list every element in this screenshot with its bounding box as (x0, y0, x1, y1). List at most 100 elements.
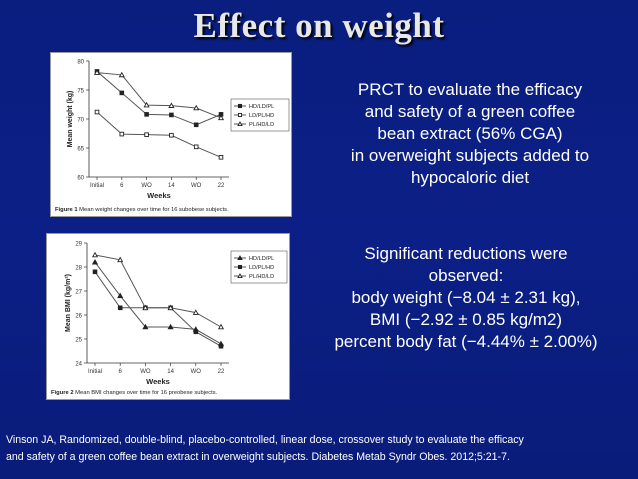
summary-line: bean extract (56% CGA) (377, 124, 563, 143)
x-tick-label: 22 (218, 369, 225, 375)
caption-text: Mean weight changes over time for 16 sub… (79, 207, 229, 213)
data-point (119, 131, 125, 137)
y-tick-label: 65 (77, 147, 84, 153)
citation: Vinson JA, Randomized, double-blind, pla… (6, 432, 632, 466)
series-line (94, 261, 222, 345)
data-point (167, 323, 174, 330)
figure-caption: Figure 2 Mean BMI changes over time for … (51, 390, 218, 396)
data-point (119, 90, 125, 96)
data-point (237, 112, 243, 118)
legend-label: LD/PL/HD (249, 113, 274, 119)
data-point (118, 71, 125, 78)
data-point (142, 304, 149, 311)
series-line (94, 271, 222, 347)
data-point (91, 258, 99, 265)
legend-label: HD/LD/PL (249, 256, 274, 262)
figure-caption: Figure 1 Mean weight changes over time f… (55, 207, 229, 213)
figure-1-panel: 60 65 70 75 80 Initial 6 WO 14 WO 22 Weeks Mean weig… (50, 52, 292, 217)
x-axis-label: Weeks (146, 377, 170, 386)
data-point (193, 329, 199, 335)
y-tick-label: 24 (75, 362, 82, 368)
summary-line: hypocaloric diet (410, 168, 530, 187)
study-summary: PRCT to evaluate the efficacy and safety… (305, 79, 635, 189)
x-tick-label: Initial (88, 369, 102, 375)
data-point (237, 264, 243, 270)
x-tick-label: WO (191, 183, 202, 189)
weight-line-chart: 60 65 70 75 80 Initial 6 WO 14 WO 22 Weeks Mean weig… (55, 60, 290, 213)
data-point (167, 304, 174, 311)
caption-label: Figure 2 (51, 390, 75, 396)
x-tick-label: Initial (90, 183, 104, 189)
bmi-line-chart: 24 25 26 27 28 29 Initial 6 WO 14 WO 22 Weeks Mean BM… (51, 242, 288, 396)
y-tick-label: 75 (77, 89, 84, 95)
y-axis-label: Mean weight (kg) (67, 91, 74, 148)
data-point (144, 112, 149, 117)
x-tick-label: 14 (168, 183, 175, 189)
y-axis-label: Mean BMI (kg/m²) (65, 274, 72, 332)
data-point (218, 154, 224, 160)
series-line (96, 72, 222, 119)
data-point (237, 121, 243, 127)
y-tick-label: 25 (75, 338, 82, 344)
caption-label: Figure 1 (55, 207, 79, 213)
data-point (168, 102, 175, 108)
data-point (217, 323, 225, 330)
y-tick-label: 26 (75, 314, 82, 320)
data-point (117, 292, 124, 299)
data-point (192, 309, 199, 315)
legend-label: PL/HD/LD (249, 274, 274, 280)
x-tick-label: WO (191, 369, 202, 375)
x-tick-label: 6 (120, 183, 124, 189)
data-point (237, 255, 243, 261)
x-tick-label: 14 (167, 369, 174, 375)
data-point (143, 101, 150, 108)
data-point (142, 323, 149, 330)
data-point (117, 256, 124, 263)
results-line: percent body fat (−4.44% ± 2.00%) (334, 332, 598, 351)
y-tick-label: 29 (75, 242, 82, 248)
data-point (193, 122, 199, 128)
caption-text: Mean BMI changes over time for 16 preobe… (75, 390, 217, 396)
x-tick-label: 22 (218, 183, 225, 189)
data-point (117, 305, 123, 311)
data-point (193, 144, 199, 150)
results-line: body weight (−8.04 ± 2.31 kg), (351, 288, 581, 307)
data-point (92, 269, 98, 275)
data-point (144, 132, 149, 137)
slide-title: Effect on weight (193, 6, 445, 45)
x-tick-label: WO (140, 369, 151, 375)
data-point (169, 112, 174, 118)
results-line: observed: (428, 266, 504, 285)
series-line (96, 71, 222, 126)
data-point (93, 69, 101, 75)
data-point (217, 114, 225, 121)
y-tick-label: 70 (77, 118, 84, 124)
x-tick-label: WO (141, 183, 152, 189)
data-point (237, 103, 243, 109)
summary-line: and safety of a green coffee (364, 102, 576, 121)
series-line (96, 111, 222, 158)
legend-label: PL/HD/LD (249, 122, 274, 128)
data-point (193, 104, 200, 111)
data-point (218, 343, 224, 349)
results-summary: Significant reductions were observed: bo… (296, 243, 636, 353)
y-tick-label: 80 (77, 60, 84, 66)
series-line (94, 254, 222, 328)
legend-label: LD/PL/HD (249, 265, 274, 271)
results-line: Significant reductions were (364, 244, 568, 263)
results-line: BMI (−2.92 ± 0.85 kg/m2) (369, 310, 563, 329)
summary-line: in overweight subjects added to (350, 146, 590, 165)
data-point (91, 251, 99, 258)
y-tick-label: 27 (75, 290, 82, 296)
data-point (94, 109, 100, 115)
summary-line: PRCT to evaluate the efficacy (357, 80, 583, 99)
citation-line: and safety of a green coffee bean extrac… (6, 451, 510, 463)
legend-label: HD/LD/PL (249, 104, 274, 110)
figure-2-panel: 24 25 26 27 28 29 Initial 6 WO 14 WO 22 Weeks Mean BM… (46, 233, 290, 400)
x-axis-label: Weeks (147, 191, 171, 200)
data-point (169, 132, 174, 138)
x-tick-label: 6 (119, 369, 123, 375)
y-tick-label: 60 (77, 176, 84, 182)
citation-line: Vinson JA, Randomized, double-blind, pla… (6, 434, 524, 446)
y-tick-label: 28 (75, 266, 82, 272)
